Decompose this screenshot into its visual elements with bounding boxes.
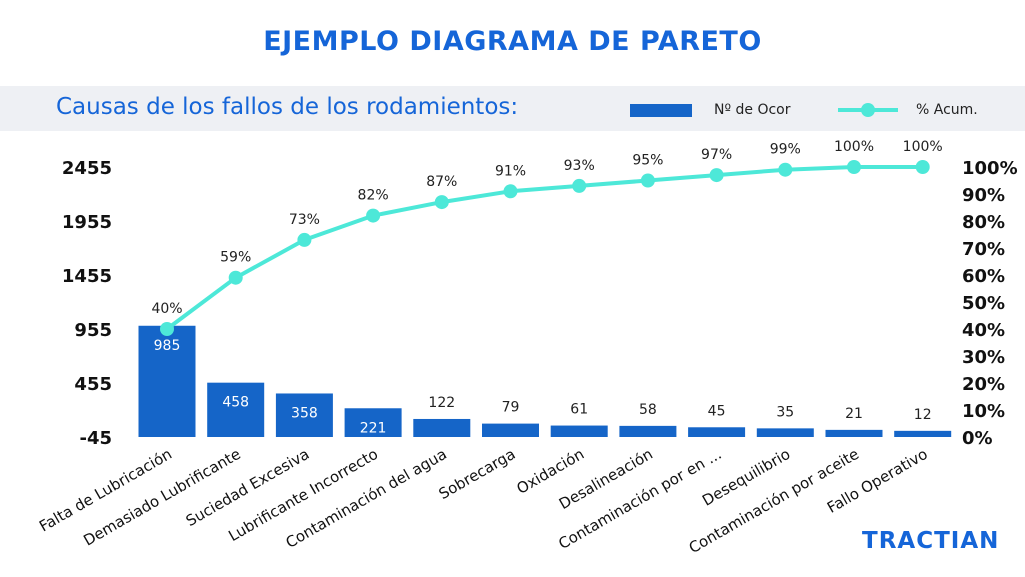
bar-3 [344, 408, 402, 437]
bar-6 [550, 425, 608, 437]
cumulative-line [165, 165, 923, 331]
legend-bar-swatch [630, 103, 692, 117]
y-left-tick-label: -45 [79, 428, 112, 449]
y-right-tick-label: 30% [962, 347, 1005, 368]
bar-value-label: 985 [154, 338, 181, 354]
tractian-logo: TRACTIAN [862, 528, 1000, 554]
y-left-tick-label: 2455 [62, 158, 112, 179]
cumulative-value-label: 95% [632, 153, 663, 169]
legend-item-line: % Acum. [838, 99, 978, 121]
cumulative-value-label: 82% [358, 188, 389, 204]
cumulative-value-label: 40% [151, 301, 182, 317]
cumulative-point-8 [709, 168, 724, 183]
y-right-tick-label: 0% [962, 428, 993, 449]
y-right-tick-label: 70% [962, 239, 1005, 260]
chart-title: Causas de los fallos de los rodamientos: [56, 94, 519, 120]
cumulative-point-1 [228, 270, 243, 285]
bar-value-label: 358 [291, 405, 318, 421]
y-right-tick-label: 90% [962, 185, 1005, 206]
bar-value-label: 61 [570, 402, 588, 418]
cumulative-point-4 [434, 195, 449, 210]
y-right-tick-label: 10% [962, 401, 1005, 422]
y-left-tick-label: 955 [74, 320, 112, 341]
y-right-tick-label: 50% [962, 293, 1005, 314]
cumulative-point-10 [847, 160, 861, 174]
y-right-tick-label: 40% [962, 320, 1005, 341]
cumulative-value-label: 100% [834, 139, 874, 155]
bar-0 [138, 325, 196, 437]
cumulative-point-0 [160, 322, 174, 336]
y-right-tick-label: 80% [962, 212, 1005, 233]
y-left-tick-label: 1955 [62, 212, 112, 233]
cumulative-point-5 [503, 184, 518, 199]
bar-1 [207, 382, 265, 437]
legend-item-bars: Nº de Ocor [630, 99, 791, 121]
bar-value-label: 35 [776, 404, 794, 420]
bar-8 [688, 427, 746, 437]
bar-11 [894, 430, 952, 437]
bar-value-label: 12 [914, 407, 932, 423]
cumulative-value-label: 73% [289, 212, 320, 228]
bar-value-label: 458 [222, 395, 249, 411]
legend-line-label: % Acum. [916, 102, 978, 118]
cumulative-point-9 [778, 162, 793, 177]
legend-bar-label: Nº de Ocor [714, 102, 791, 118]
cumulative-value-label: 59% [220, 250, 251, 266]
cumulative-point-6 [572, 178, 587, 193]
bar-9 [756, 428, 814, 437]
y-right-tick-label: 60% [962, 266, 1005, 287]
bar-value-label: 79 [502, 400, 520, 416]
y-right-tick-label: 20% [962, 374, 1005, 395]
bar-value-label: 221 [360, 420, 387, 436]
cumulative-point-11 [915, 160, 930, 174]
cumulative-point-2 [297, 232, 312, 247]
y-right-tick-label: 100% [962, 158, 1018, 179]
legend-line-swatch [838, 103, 898, 117]
cumulative-point-3 [366, 208, 381, 223]
bar-value-label: 122 [428, 395, 455, 411]
main-title: EJEMPLO DIAGRAMA DE PARETO [263, 26, 762, 57]
cumulative-value-label: 99% [770, 142, 801, 158]
cumulative-value-label: 100% [903, 139, 943, 155]
cumulative-point-7 [640, 173, 655, 188]
cumulative-value-label: 93% [564, 158, 595, 174]
cumulative-value-label: 91% [495, 163, 526, 179]
bar-4 [413, 418, 471, 437]
bar-value-label: 58 [639, 402, 657, 418]
bar-2 [275, 393, 333, 437]
cumulative-value-label: 97% [701, 147, 732, 163]
y-left-tick-label: 455 [74, 374, 112, 395]
bar-7 [619, 425, 677, 437]
category-label: Sobrecarga [436, 445, 519, 503]
bar-value-label: 45 [708, 403, 726, 419]
bar-10 [825, 429, 883, 437]
cumulative-value-label: 87% [426, 174, 457, 190]
bar-5 [482, 423, 539, 437]
bar-value-label: 21 [845, 406, 863, 422]
y-left-tick-label: 1455 [62, 266, 112, 287]
